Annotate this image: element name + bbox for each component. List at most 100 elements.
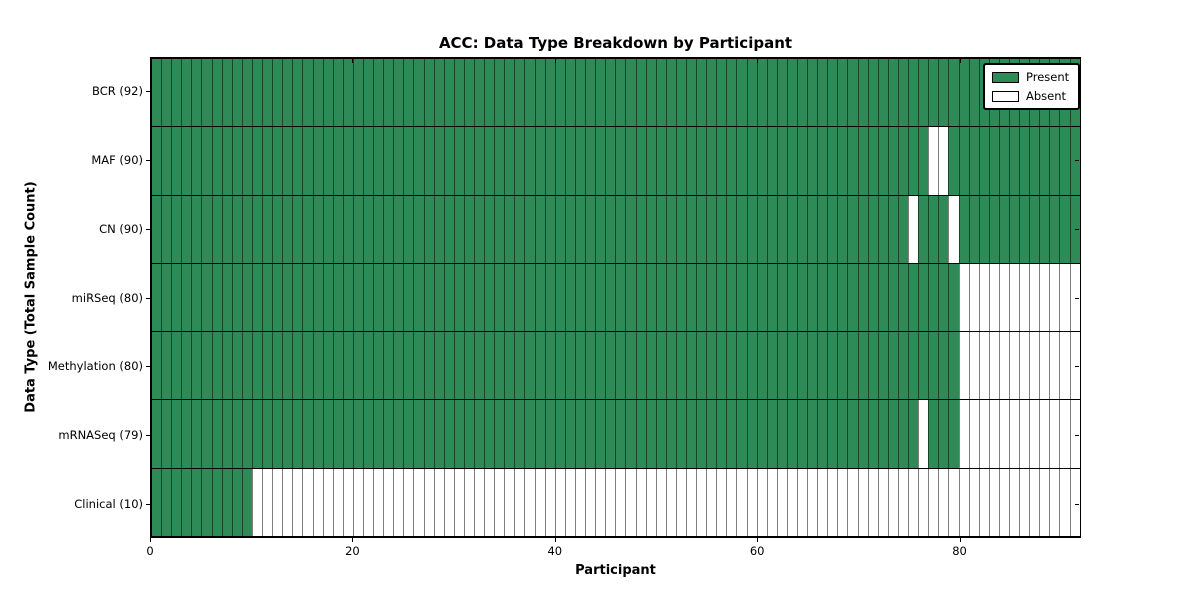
matrix-cell [675, 400, 686, 468]
matrix-cell [484, 263, 495, 332]
matrix-cell [251, 263, 263, 332]
matrix-cell [615, 127, 626, 195]
y-tick-label: MAF (90) [91, 153, 143, 168]
matrix-cell [786, 332, 797, 400]
matrix-cell [595, 468, 606, 536]
matrix-cell [797, 468, 808, 536]
matrix-cell [736, 400, 747, 468]
matrix-cell [655, 468, 666, 536]
matrix-cell [231, 468, 242, 536]
matrix-cell [887, 332, 898, 400]
matrix-cell [302, 59, 313, 127]
matrix-cell [655, 59, 666, 127]
matrix-cell [524, 263, 535, 332]
matrix-cell [958, 400, 969, 468]
matrix-cell [373, 468, 384, 536]
matrix-cell [393, 127, 404, 195]
matrix-cell [605, 400, 616, 468]
matrix-cell [837, 127, 848, 195]
matrix-cell [867, 400, 878, 468]
matrix-cell [817, 468, 828, 536]
matrix-cell [514, 195, 525, 263]
matrix-cell [554, 400, 565, 468]
matrix-cell [706, 195, 717, 263]
matrix-cell [312, 468, 323, 536]
matrix-cell [302, 263, 313, 332]
data-row-clinical [152, 467, 1080, 536]
matrix-cell [211, 195, 222, 263]
matrix-cell [827, 59, 838, 127]
matrix-cell [564, 127, 575, 195]
matrix-cell [574, 195, 586, 263]
matrix-cell [332, 263, 343, 332]
matrix-cell [887, 127, 898, 195]
matrix-cell [362, 59, 374, 127]
matrix-cell [322, 468, 333, 536]
matrix-cell [362, 127, 374, 195]
y-tick-mark [146, 228, 150, 230]
matrix-cell [635, 400, 646, 468]
matrix-cell [413, 263, 424, 332]
matrix-cell [685, 332, 697, 400]
matrix-cell [463, 400, 474, 468]
matrix-cell [544, 127, 555, 195]
matrix-cell [514, 400, 525, 468]
matrix-cell [221, 400, 232, 468]
matrix-cell [373, 400, 384, 468]
matrix-cell [231, 127, 242, 195]
matrix-cell [322, 195, 333, 263]
matrix-cell [241, 263, 252, 332]
y-tick-mark [146, 297, 150, 299]
matrix-cell [645, 468, 656, 536]
matrix-cell [736, 127, 747, 195]
matrix-cell [958, 59, 969, 127]
matrix-cell [352, 332, 363, 400]
matrix-cell [655, 263, 666, 332]
matrix-cell [554, 263, 565, 332]
matrix-cell [918, 468, 929, 536]
matrix-cell [373, 195, 384, 263]
matrix-cell [211, 400, 222, 468]
y-tick-mark [146, 160, 150, 162]
matrix-cell [152, 332, 162, 400]
matrix-cell [635, 332, 646, 400]
matrix-cell [1008, 332, 1020, 400]
matrix-cell [1069, 400, 1080, 468]
matrix-cell [191, 59, 202, 127]
matrix-cell [726, 400, 737, 468]
matrix-cell [585, 400, 596, 468]
matrix-cell [766, 195, 777, 263]
matrix-cell [443, 59, 454, 127]
legend: Present Absent [983, 63, 1081, 110]
matrix-cell [615, 263, 626, 332]
matrix-cell [675, 263, 686, 332]
matrix-cell [615, 400, 626, 468]
matrix-cell [877, 400, 888, 468]
matrix-cell [837, 195, 848, 263]
matrix-cell [958, 263, 969, 332]
matrix-cell [564, 59, 575, 127]
matrix-cell [726, 263, 737, 332]
matrix-cell [766, 332, 777, 400]
matrix-cell [342, 195, 353, 263]
matrix-cell [292, 400, 303, 468]
matrix-cell [887, 468, 898, 536]
matrix-cell [1039, 263, 1050, 332]
matrix-cell [221, 127, 232, 195]
matrix-cell [968, 468, 979, 536]
matrix-cell [736, 59, 747, 127]
matrix-cell [736, 332, 747, 400]
matrix-cell [484, 195, 495, 263]
matrix-cell [534, 195, 545, 263]
matrix-cell [928, 400, 939, 468]
x-tick-mark [554, 59, 556, 63]
matrix-cell [181, 468, 192, 536]
matrix-cell [877, 195, 888, 263]
matrix-cell [847, 468, 858, 536]
matrix-cell [231, 400, 242, 468]
matrix-cell [847, 400, 858, 468]
matrix-cell [1019, 468, 1030, 536]
matrix-cell [362, 195, 374, 263]
x-tick-label: 60 [749, 544, 765, 558]
matrix-cell [585, 263, 596, 332]
